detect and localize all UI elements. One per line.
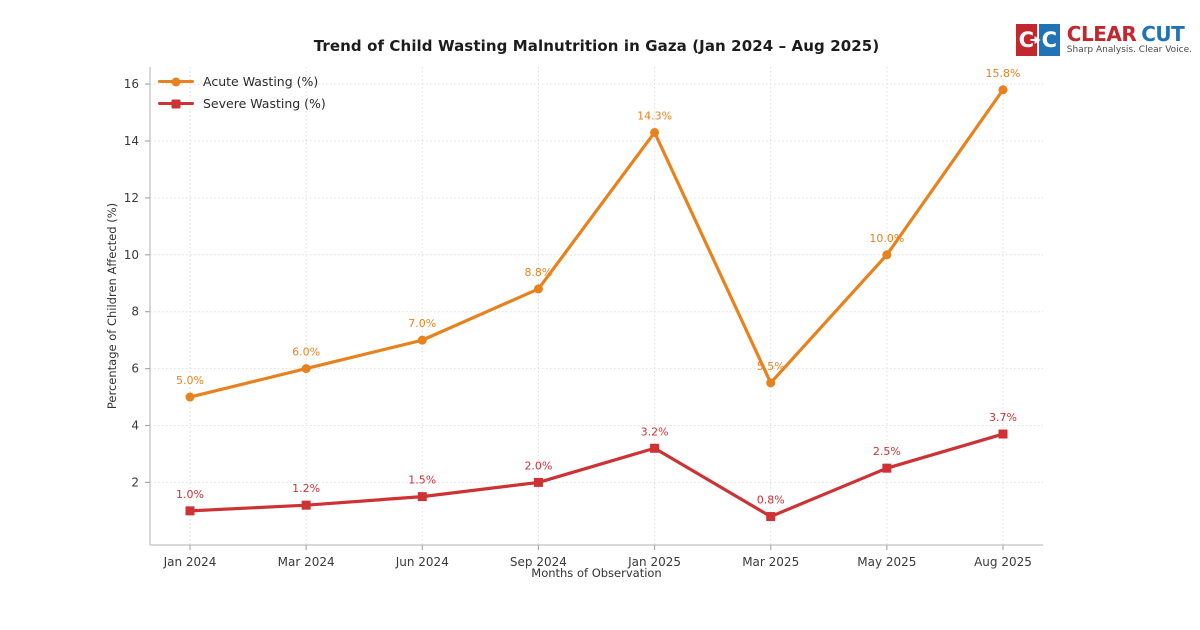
x-tick-label: Mar 2025	[742, 555, 799, 569]
data-point	[882, 250, 892, 260]
x-tick-label: Sep 2024	[510, 555, 567, 569]
data-point	[766, 378, 776, 388]
data-point	[301, 500, 311, 510]
legend-item-severe-wasting: Severe Wasting (%)	[158, 96, 326, 111]
brand-logo: C C CLEAR CUT Sharp Analysis. Clear Voice…	[1015, 24, 1192, 56]
data-point-label: 7.0%	[408, 317, 436, 330]
series-line-severe	[188, 432, 1005, 519]
data-point-label: 3.7%	[989, 411, 1017, 424]
data-point-label: 2.0%	[524, 459, 552, 472]
y-tick-label: 8	[131, 305, 139, 319]
series-line-acute	[188, 88, 1005, 399]
clearcut-logo-icon: C C	[1015, 24, 1060, 56]
brand-tagline: Sharp Analysis. Clear Voice.	[1066, 45, 1192, 55]
x-tick-label: Jun 2024	[395, 555, 449, 569]
data-point-label: 0.8%	[757, 494, 785, 507]
x-tick-label: Jan 2025	[627, 555, 681, 569]
x-tick-label: Mar 2024	[278, 555, 335, 569]
brand-text: CLEAR CUT Sharp Analysis. Clear Voice.	[1067, 24, 1192, 55]
x-tick-label: Aug 2025	[974, 555, 1032, 569]
data-point-label: 1.0%	[176, 488, 204, 501]
chart-title: Trend of Child Wasting Malnutrition in G…	[313, 37, 880, 55]
data-point	[417, 492, 427, 502]
data-point	[533, 477, 543, 487]
y-tick-label: 4	[131, 419, 139, 433]
data-point-label: 5.0%	[176, 374, 204, 387]
legend-label: Acute Wasting (%)	[203, 74, 319, 89]
y-tick-label: 14	[124, 134, 139, 148]
data-point-label: 1.5%	[408, 474, 436, 487]
y-tick-label: 12	[124, 191, 139, 205]
data-point	[766, 512, 776, 522]
data-point-label: 2.5%	[873, 445, 901, 458]
data-point	[417, 335, 427, 345]
logo-letter-c-red: C	[1015, 24, 1037, 56]
data-point-label: 3.2%	[641, 425, 669, 438]
severe-line-sample-icon	[158, 98, 194, 109]
data-point	[533, 284, 543, 294]
data-point-label: 6.0%	[292, 346, 320, 359]
y-tick-label: 16	[124, 77, 139, 91]
acute-line-sample-icon	[158, 76, 194, 87]
data-point	[998, 429, 1008, 439]
data-point	[185, 506, 195, 516]
logo-letter-c-blue: C	[1038, 24, 1060, 56]
x-tick-label: Jan 2024	[163, 555, 217, 569]
data-point-label: 8.8%	[524, 266, 552, 279]
data-point	[301, 364, 311, 374]
y-axis-title: Percentage of Children Affected (%)	[105, 202, 119, 410]
chart-legend: Acute Wasting (%) Severe Wasting (%)	[158, 74, 326, 111]
brand-name-clear: CLEAR	[1066, 22, 1137, 46]
legend-label: Severe Wasting (%)	[203, 96, 326, 111]
y-tick-label: 10	[124, 248, 139, 262]
data-point	[650, 443, 660, 453]
legend-item-acute-wasting: Acute Wasting (%)	[158, 74, 326, 89]
y-tick-label: 2	[131, 475, 139, 489]
data-point-label: 15.8%	[986, 67, 1021, 80]
x-tick-label: May 2025	[857, 555, 916, 569]
y-tick-label: 6	[131, 362, 139, 376]
data-point	[650, 127, 660, 137]
data-point	[998, 85, 1008, 95]
brand-name: CLEAR CUT	[1067, 24, 1192, 44]
data-point-label: 1.2%	[292, 482, 320, 495]
x-axis-title: Months of Observation	[531, 566, 662, 580]
brand-name-cut: CUT	[1141, 22, 1185, 46]
arrow-right-icon	[1030, 36, 1041, 44]
data-point	[882, 463, 892, 473]
data-point	[185, 392, 195, 402]
data-point-label: 14.3%	[637, 109, 672, 122]
